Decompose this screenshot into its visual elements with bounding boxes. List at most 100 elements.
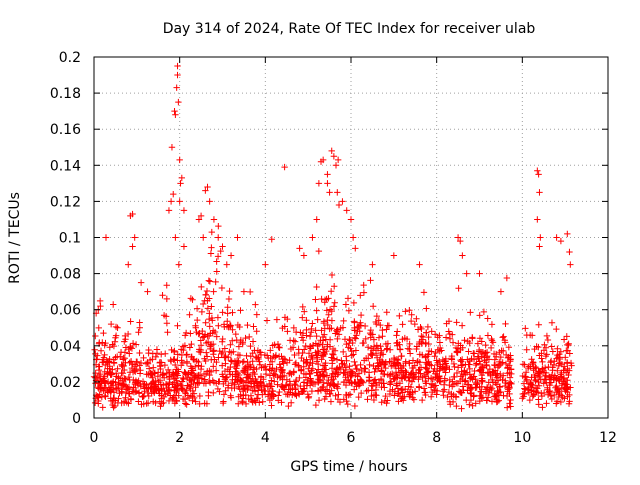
data-point [375, 359, 383, 366]
data-point [564, 377, 571, 384]
data-point [254, 347, 262, 354]
data-point [394, 390, 402, 398]
data-point [171, 361, 179, 369]
data-point [387, 371, 394, 378]
data-point [198, 283, 205, 291]
data-point [206, 278, 214, 285]
data-point [238, 398, 246, 405]
y-tick-label: 0.12 [50, 194, 81, 210]
data-point [210, 347, 218, 354]
data-point [507, 355, 514, 363]
data-point [110, 342, 118, 350]
data-point [209, 317, 216, 324]
data-point [124, 330, 132, 338]
data-point [323, 295, 330, 303]
data-point [409, 374, 417, 382]
data-point [172, 369, 179, 377]
data-point [497, 388, 504, 396]
data-point [448, 352, 456, 360]
data-point [357, 292, 364, 299]
data-point [279, 383, 286, 390]
data-point [221, 345, 229, 352]
data-point [139, 393, 147, 400]
data-point [205, 315, 213, 323]
data-point [491, 393, 498, 400]
data-point [326, 336, 334, 343]
data-point [126, 343, 134, 351]
data-point [222, 352, 229, 360]
data-point [183, 351, 190, 359]
data-point [158, 351, 165, 358]
data-point [249, 358, 256, 365]
data-point [450, 360, 458, 368]
data-point [143, 400, 150, 407]
data-point [226, 287, 233, 295]
data-point [194, 380, 202, 387]
data-point [156, 390, 163, 397]
data-point [543, 351, 550, 358]
data-point [328, 387, 335, 394]
data-point [300, 346, 308, 353]
data-point [208, 303, 215, 310]
data-point [287, 399, 295, 406]
data-point [237, 307, 244, 314]
data-point [530, 367, 537, 374]
data-point [499, 334, 506, 341]
data-point [553, 325, 560, 333]
data-point [299, 337, 307, 344]
data-point [478, 338, 485, 345]
data-point [415, 383, 423, 390]
data-point [457, 356, 464, 364]
data-point [384, 345, 391, 352]
data-point [562, 354, 569, 361]
data-point [428, 328, 435, 335]
data-point [92, 374, 99, 381]
data-point [168, 144, 176, 151]
data-point [239, 339, 247, 346]
data-point [298, 388, 305, 395]
data-point [332, 162, 340, 169]
data-point [453, 369, 461, 377]
data-point [443, 362, 451, 370]
data-point [325, 376, 332, 384]
data-point [564, 360, 571, 367]
data-point [293, 392, 300, 399]
data-point [537, 234, 544, 241]
data-point [476, 270, 483, 277]
data-point [231, 381, 238, 388]
data-point [489, 376, 496, 384]
data-point [214, 314, 222, 321]
data-point [478, 394, 485, 402]
data-point [203, 400, 211, 407]
data-point [548, 319, 556, 326]
data-point [354, 373, 361, 380]
data-point [243, 379, 251, 386]
data-point [358, 366, 365, 374]
data-point [362, 365, 369, 373]
data-point [256, 358, 263, 365]
data-point [390, 360, 398, 367]
data-point [137, 383, 144, 390]
data-point [473, 360, 480, 367]
data-point [172, 397, 180, 405]
data-point [425, 358, 432, 365]
data-point [357, 319, 364, 326]
data-point [369, 261, 376, 268]
data-point [193, 328, 200, 336]
data-point [407, 317, 415, 325]
data-point [193, 357, 200, 365]
data-point [483, 397, 490, 404]
data-point [315, 396, 323, 404]
data-point [550, 376, 557, 383]
data-point [308, 367, 315, 374]
data-point [219, 309, 226, 316]
data-point [270, 370, 278, 377]
data-point [330, 153, 338, 160]
data-point [253, 328, 260, 335]
data-point [506, 400, 513, 407]
data-point [352, 245, 359, 252]
data-point [412, 369, 420, 376]
data-point [548, 343, 555, 350]
data-point [265, 354, 272, 362]
